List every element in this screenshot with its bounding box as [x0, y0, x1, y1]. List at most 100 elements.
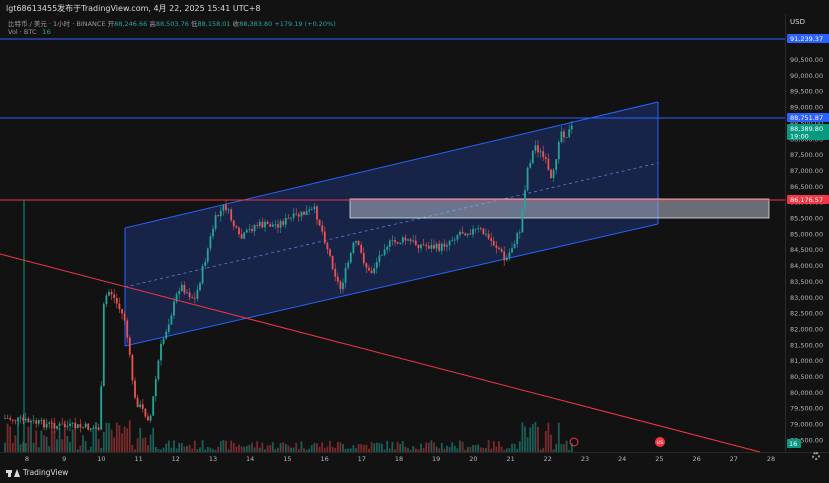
- candle-body: [58, 423, 61, 427]
- volume-bar: [199, 447, 201, 452]
- volume-bar: [271, 442, 274, 452]
- volume-bar: [248, 444, 251, 452]
- volume-bar: [191, 448, 194, 452]
- price-axis-tick: 82,500.00: [790, 310, 823, 318]
- volume-bar: [131, 444, 134, 452]
- volume-bar: [40, 430, 43, 452]
- gear-icon[interactable]: [812, 452, 820, 460]
- volume-bar: [258, 447, 261, 452]
- candle-body: [472, 229, 474, 235]
- candle-body: [183, 285, 186, 294]
- event-marker-icon[interactable]: [569, 437, 579, 447]
- volume-bar: [490, 448, 493, 452]
- candle-body: [35, 420, 38, 424]
- currency-label[interactable]: USD: [790, 18, 805, 26]
- symbol-info: 比特币 / 美元 · 1小时 · BINANCE 开88,246.66 高88,…: [8, 18, 336, 28]
- price-axis-tick: 89,500.00: [790, 88, 823, 96]
- candle-body: [287, 218, 290, 219]
- time-axis-tick: 20: [469, 455, 477, 463]
- volume-bar: [524, 426, 526, 452]
- candle-body: [305, 211, 308, 215]
- candle-body: [542, 151, 545, 157]
- volume-bar: [89, 446, 92, 452]
- volume-bar: [344, 448, 347, 452]
- us-flag-event-icon[interactable]: [655, 437, 665, 447]
- candle-body: [513, 244, 516, 249]
- volume-bar: [487, 440, 490, 452]
- candle-body: [167, 324, 170, 332]
- candle-body: [368, 267, 370, 271]
- volume-bar: [266, 445, 269, 452]
- volume-bar: [24, 443, 27, 452]
- volume-bar: [310, 445, 313, 452]
- price-axis-tick: 84,000.00: [790, 262, 823, 270]
- symbol-name[interactable]: 比特币 / 美元 · 1小时 · BINANCE: [8, 20, 106, 28]
- candle-body: [544, 156, 547, 159]
- volume-bar: [323, 448, 326, 452]
- candle-body: [74, 422, 77, 429]
- volume-bar: [568, 449, 571, 452]
- volume-bar: [511, 443, 513, 452]
- candle-body: [563, 131, 565, 138]
- candle-body: [516, 233, 519, 245]
- volume-bar: [570, 443, 573, 452]
- price-axis-tick: 87,500.00: [790, 151, 823, 159]
- candle-body: [152, 396, 155, 416]
- candle-body: [50, 422, 53, 424]
- tradingview-logo[interactable]: TradingView: [6, 468, 68, 477]
- volume-bar: [396, 441, 399, 452]
- candle-body: [102, 303, 105, 387]
- volume-bar: [438, 448, 441, 452]
- volume-label[interactable]: Vol · BTC: [8, 28, 37, 36]
- candle-body: [136, 397, 139, 408]
- volume-bar: [6, 423, 9, 452]
- candle-body: [115, 298, 118, 304]
- volume-bar: [196, 449, 199, 452]
- candle-body: [201, 266, 204, 284]
- volume-bar: [43, 435, 45, 452]
- volume-bar: [165, 443, 168, 452]
- time-axis-tick: 24: [618, 455, 626, 463]
- price-tag-red-line: [787, 195, 829, 204]
- candle-body: [11, 419, 14, 421]
- volume-bar: [500, 446, 503, 452]
- volume-bar: [555, 443, 558, 452]
- candle-body: [235, 226, 238, 228]
- volume-bar: [552, 449, 555, 452]
- candle-body: [4, 417, 6, 419]
- volume-bar: [357, 444, 360, 452]
- volume-bar: [149, 434, 152, 452]
- volume-bar: [534, 421, 537, 452]
- volume-bar: [305, 449, 308, 452]
- candle-body: [492, 241, 495, 246]
- candle-body: [430, 244, 433, 249]
- candle-body: [440, 243, 443, 251]
- candle-body: [404, 237, 407, 241]
- volume-bar: [235, 446, 238, 452]
- price-axis-tick: 90,000.00: [790, 72, 823, 80]
- volume-bar: [105, 422, 108, 452]
- candle-body: [336, 276, 339, 282]
- candle-body: [557, 142, 560, 160]
- candle-body: [487, 234, 490, 239]
- volume-bar: [66, 435, 69, 452]
- candle-body: [448, 240, 451, 246]
- volume-bar: [303, 448, 305, 452]
- volume-bar: [282, 442, 285, 452]
- candle-body: [537, 145, 539, 153]
- candle-body: [469, 233, 472, 235]
- volume-tag: [787, 439, 801, 448]
- volume-bar: [394, 449, 396, 452]
- candle-body: [209, 236, 212, 249]
- volume-bar: [212, 449, 214, 452]
- price-axis-tick: 81,000.00: [790, 357, 823, 365]
- time-axis[interactable]: 8 9 10 11 12 13 14 15 16 17 18 19 20 21 22 23 24 25 26 27 28: [25, 455, 775, 463]
- candle-body: [417, 244, 420, 249]
- volume-bar: [383, 449, 386, 452]
- close-label: 收: [232, 20, 240, 28]
- volume-bar: [128, 420, 131, 452]
- open-value: 88,246.66: [114, 20, 148, 28]
- volume-bar: [427, 442, 430, 452]
- volume-bar: [435, 446, 438, 452]
